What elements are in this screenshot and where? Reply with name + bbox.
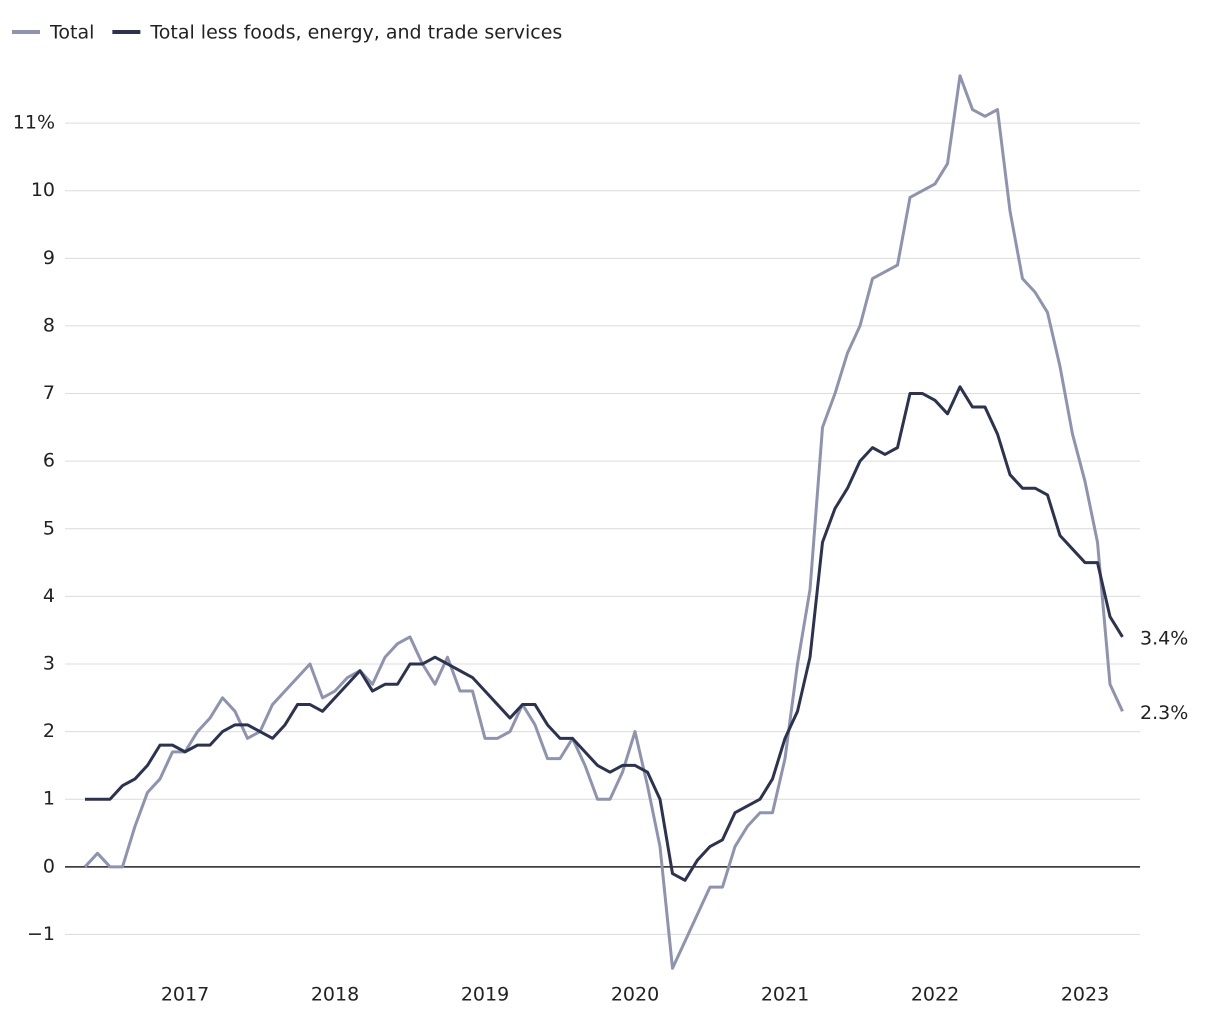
y-tick-label: −1 [27,923,55,945]
y-tick-label: 0 [43,855,55,877]
series-line [85,385,1124,882]
series-line [83,74,1124,970]
y-tick-label: 11% [13,112,55,134]
x-tick-label: 2018 [311,984,359,1006]
y-tick-label: 4 [43,585,55,607]
y-tick-label: 9 [43,247,55,269]
value-label: 2.3% [1140,702,1188,724]
y-tick-label: 5 [43,517,55,539]
value-label: 3.4% [1140,627,1188,649]
legend-label: Total [49,22,94,44]
x-tick-label: 2023 [1061,984,1109,1006]
x-tick-label: 2020 [611,984,659,1006]
x-tick-label: 2019 [461,984,509,1006]
x-tick-label: 2021 [761,984,809,1006]
y-tick-label: 2 [43,720,55,742]
y-tick-label: 7 [43,382,55,404]
x-tick-label: 2022 [911,984,959,1006]
y-tick-label: 10 [31,179,55,201]
y-tick-label: 3 [43,652,55,674]
y-tick-label: 8 [43,314,55,336]
x-tick-label: 2017 [161,984,209,1006]
legend-label: Total less foods, energy, and trade serv… [149,22,562,44]
y-tick-label: 6 [43,450,55,472]
y-tick-label: 1 [43,788,55,810]
